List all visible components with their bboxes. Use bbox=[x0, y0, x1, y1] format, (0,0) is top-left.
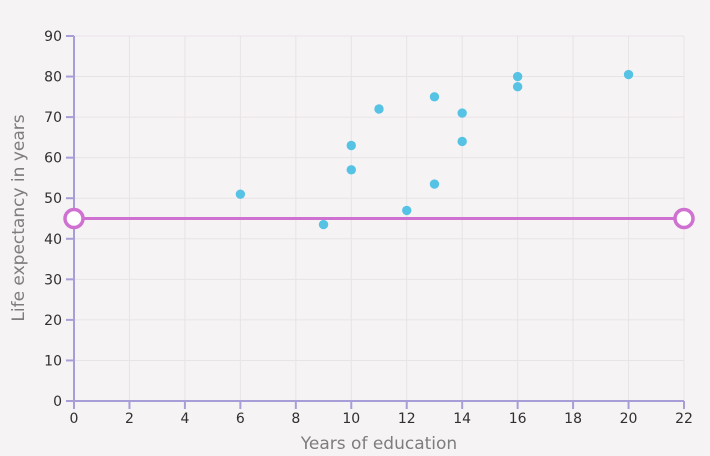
ticks: 0 2 4 6 8 10 12 14 16 18 20 22 0 10 20 30 40 50 60 70 80 90 bbox=[44, 29, 693, 427]
y-tick-label: 50 bbox=[44, 191, 62, 207]
data-point bbox=[512, 71, 523, 82]
y-tick-label: 40 bbox=[44, 232, 62, 248]
x-tick-label: 12 bbox=[398, 411, 416, 427]
data-point bbox=[374, 104, 384, 114]
y-tick-label: 90 bbox=[44, 29, 62, 45]
x-tick-label: 16 bbox=[509, 411, 527, 427]
y-axis-title: Life expectancy in years bbox=[9, 114, 29, 321]
data-point bbox=[512, 81, 523, 92]
x-tick-label: 0 bbox=[70, 411, 79, 427]
x-tick-label: 4 bbox=[180, 411, 189, 427]
x-tick-label: 8 bbox=[291, 411, 300, 427]
y-tick-label: 20 bbox=[44, 313, 62, 329]
data-point bbox=[402, 205, 412, 216]
data-point bbox=[429, 92, 440, 102]
y-tick-label: 80 bbox=[44, 70, 62, 86]
data-point bbox=[318, 219, 329, 230]
x-tick-label: 18 bbox=[564, 411, 582, 427]
data-point bbox=[429, 179, 440, 189]
data-point bbox=[346, 140, 356, 151]
data-point bbox=[457, 136, 467, 147]
line-start-handle[interactable] bbox=[63, 207, 85, 230]
x-tick-label: 10 bbox=[342, 411, 360, 427]
x-axis-title: Years of education bbox=[300, 434, 457, 454]
y-tick-label: 60 bbox=[44, 151, 62, 167]
x-tick-label: 22 bbox=[675, 411, 693, 427]
data-point bbox=[623, 69, 634, 80]
x-tick-label: 6 bbox=[236, 411, 245, 427]
data-point bbox=[235, 189, 246, 199]
grid-lines bbox=[74, 35, 685, 401]
y-tick-label: 30 bbox=[44, 272, 62, 288]
y-tick-label: 70 bbox=[44, 110, 62, 126]
data-point bbox=[457, 108, 467, 118]
x-tick-label: 2 bbox=[125, 411, 134, 427]
y-tick-label: 10 bbox=[44, 353, 62, 369]
data-point bbox=[346, 165, 356, 175]
x-tick-label: 20 bbox=[620, 411, 638, 427]
line-end-handle[interactable] bbox=[673, 207, 695, 230]
x-tick-label: 14 bbox=[453, 411, 471, 427]
series bbox=[63, 69, 695, 230]
y-tick-label: 0 bbox=[53, 394, 62, 410]
